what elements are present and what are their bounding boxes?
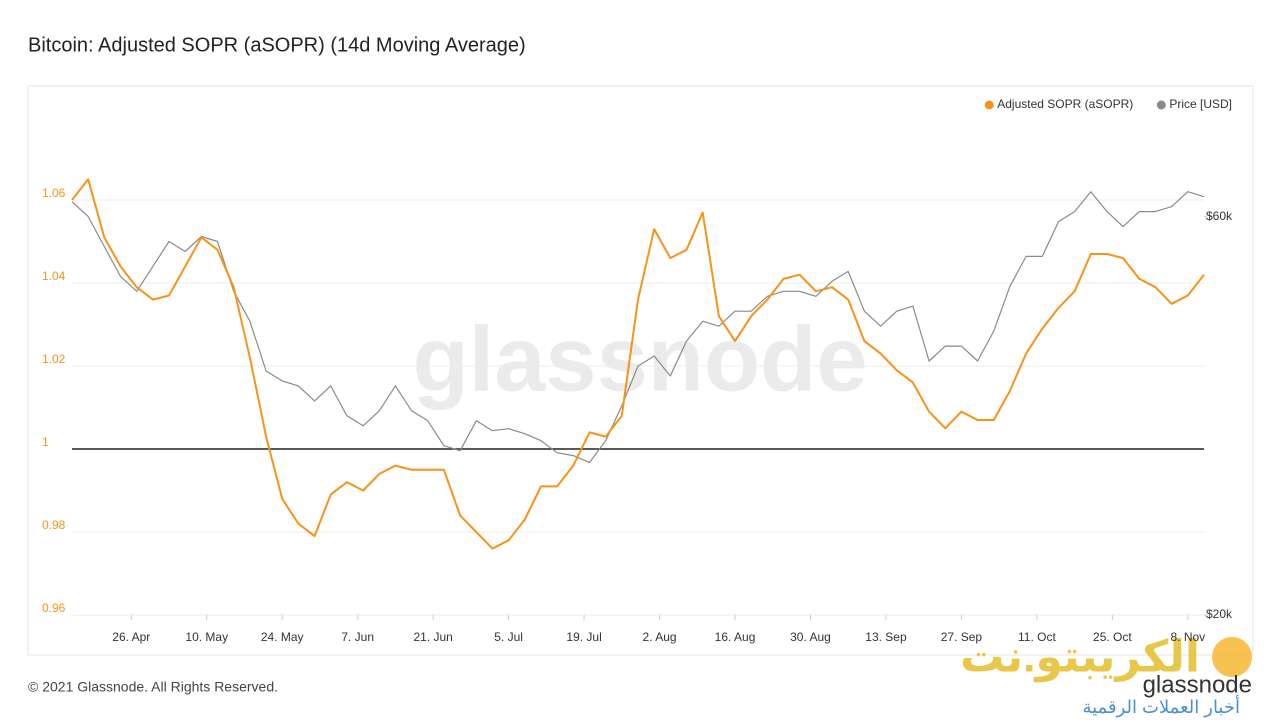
x-tick-label: 8. Nov [1170,630,1205,644]
x-tick-label: 2. Aug [643,630,677,644]
y-tick-label: 1 [42,435,49,449]
x-tick-label: 5. Jul [494,630,523,644]
x-tick-label: 11. Oct [1018,630,1056,644]
x-tick-label: 24. May [261,630,304,644]
chart-frame [27,85,1254,656]
logo-name: الكريبتو.نت [960,633,1200,683]
legend: Price [USD] Adjusted SOPR (aSOPR) [984,97,1232,111]
x-tick-label: 25. Oct [1093,630,1132,644]
y-tick-label: 0.98 [42,518,66,532]
chart-title: Bitcoin: Adjusted SOPR (aSOPR) (14d Movi… [28,34,526,56]
legend-swatch [984,100,994,110]
x-tick-label: 7. Jun [341,630,374,644]
logo-icon [1212,637,1252,677]
logo-brand: glassnode [1143,671,1252,698]
x-tick-label: 26. Apr [112,630,150,644]
series-line [71,178,1205,550]
x-tick-label: 19. Jul [566,630,601,644]
x-tick-label: 16. Aug [715,630,756,644]
series-line [71,191,1205,464]
x-tick-label: 10. May [185,630,228,644]
legend-label: Price [USD] [1169,97,1232,111]
y2-tick-label: $20k [1206,607,1233,621]
y-tick-label: 0.96 [42,601,66,615]
x-tick-label: 27. Sep [941,630,983,644]
y-tick-label: 1.02 [42,352,66,366]
y-tick-label: 1.06 [42,186,66,200]
x-tick-label: 21. Jun [413,630,452,644]
watermark: glassnode [412,308,867,410]
x-tick-label: 13. Sep [865,630,907,644]
legend-swatch [1156,100,1166,110]
logo-tagline: أخبار العملات الرقمية [1082,695,1240,718]
x-tick-label: 30. Aug [790,630,831,644]
footer: © 2021 Glassnode. All Rights Reserved. [28,679,278,695]
y2-tick-label: $60k [1206,209,1233,223]
legend-label: Adjusted SOPR (aSOPR) [997,97,1133,111]
y-tick-label: 1.04 [42,269,66,283]
